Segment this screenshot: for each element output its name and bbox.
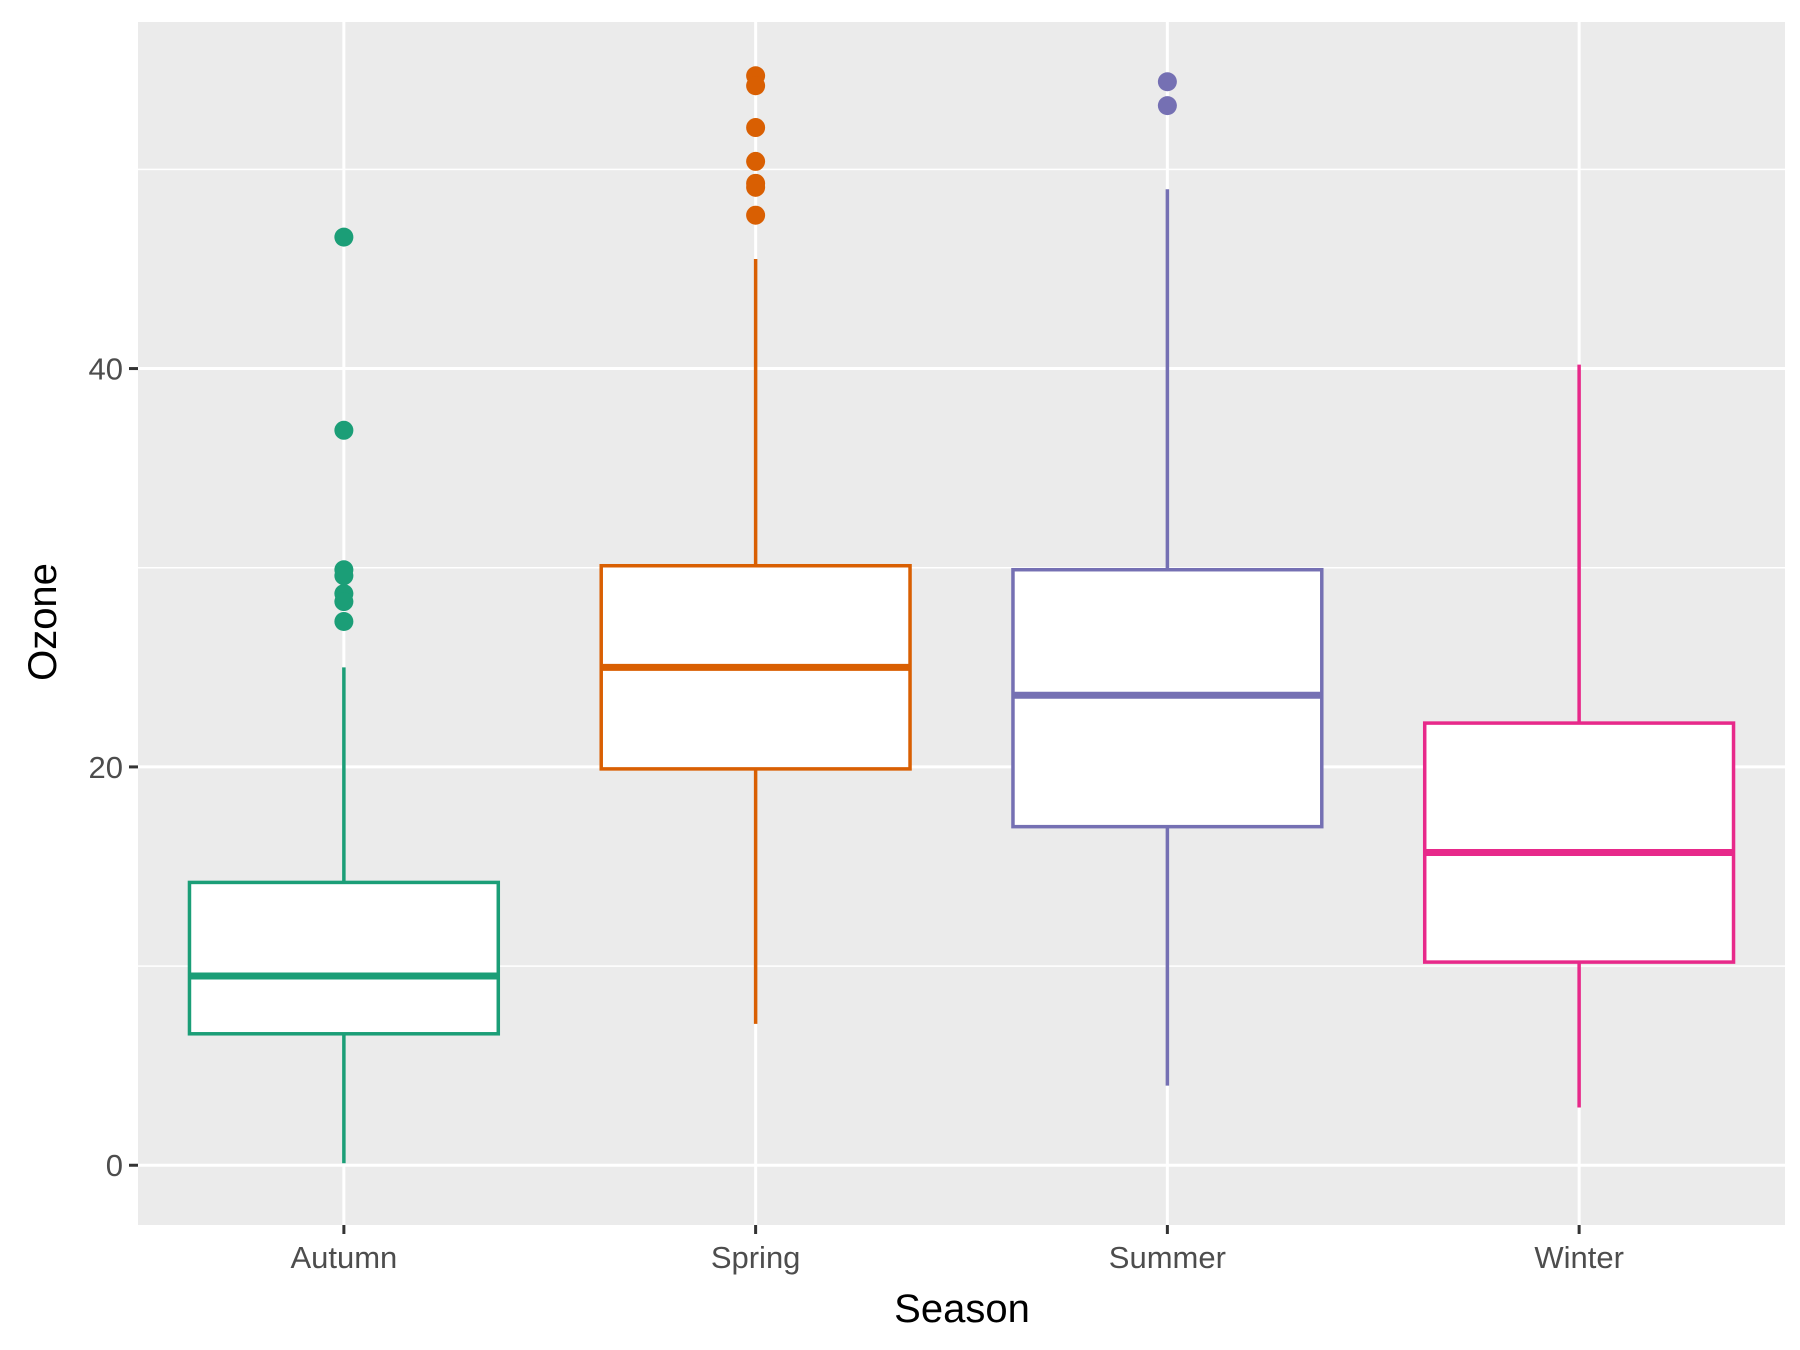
y-tick-label: 40 (89, 352, 123, 387)
outlier-point (334, 227, 354, 247)
outlier-point (334, 592, 354, 612)
y-tick-label: 20 (89, 750, 123, 785)
panel-background (138, 22, 1785, 1225)
box-autumn (187, 227, 501, 1164)
x-tick-label: Winter (1534, 1240, 1624, 1275)
box-spring (599, 66, 912, 1024)
outlier-point (746, 205, 766, 225)
iqr-box (1422, 721, 1736, 964)
y-axis: 0 20 40 (89, 352, 138, 1183)
outlier-point (1157, 96, 1177, 116)
x-tick-label: Spring (711, 1240, 801, 1275)
x-axis: Autumn Spring Summer Winter (290, 1225, 1624, 1275)
outlier-point (746, 151, 766, 171)
outlier-point (746, 118, 766, 138)
box-summer (1011, 72, 1324, 1086)
outlier-point (1157, 72, 1177, 92)
y-tick-label: 0 (106, 1148, 123, 1183)
iqr-box (187, 880, 501, 1036)
outlier-point (334, 420, 354, 440)
y-axis-title: Ozone (21, 563, 65, 681)
x-tick-label: Autumn (290, 1240, 397, 1275)
box-winter (1422, 364, 1736, 1108)
outlier-point (746, 177, 766, 197)
x-axis-title: Season (894, 1287, 1030, 1331)
outlier-point (746, 76, 766, 96)
outlier-point (334, 612, 354, 632)
x-tick-label: Summer (1109, 1240, 1226, 1275)
boxes-layer (187, 66, 1736, 1164)
outlier-point (334, 566, 354, 586)
